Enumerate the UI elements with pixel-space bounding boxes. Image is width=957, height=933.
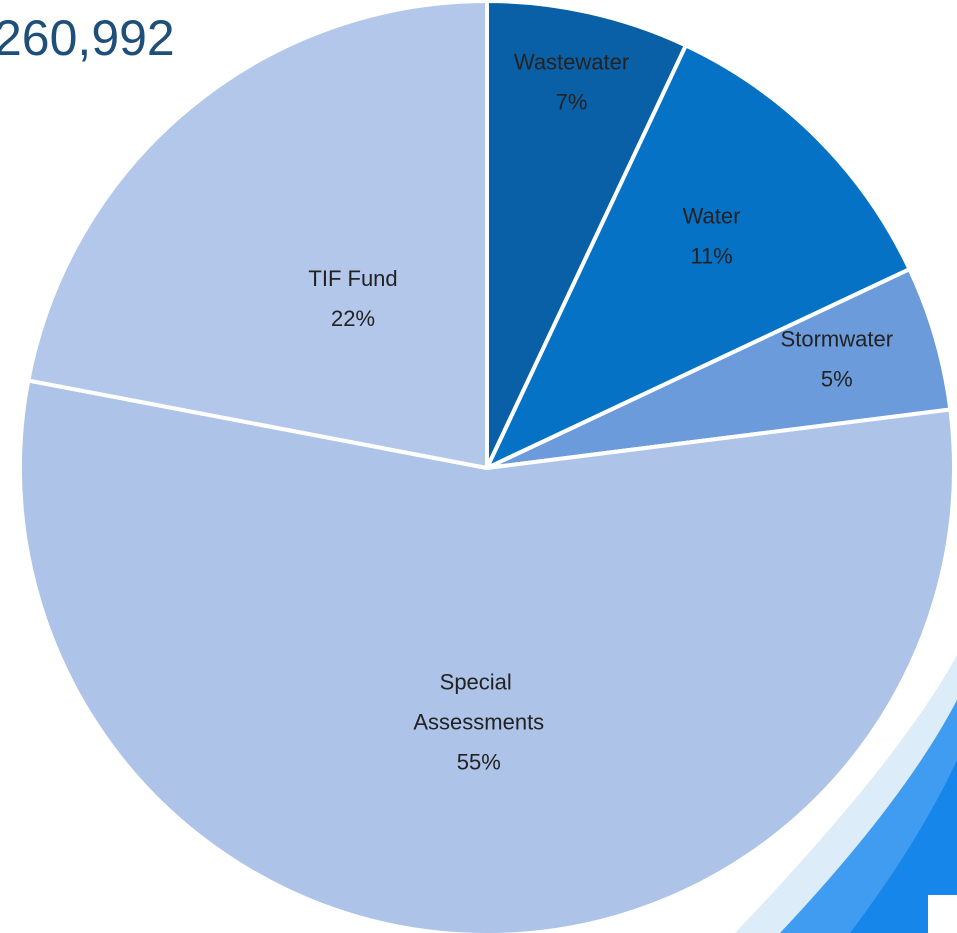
slice-value-label: 7% <box>556 90 588 115</box>
slice-label: Wastewater <box>514 50 629 75</box>
slice-value-label: 11% <box>690 243 732 268</box>
slice-label: TIF Fund <box>308 266 397 291</box>
slice-label: Water <box>683 203 741 228</box>
page: 260,992 Wastewater 7% Water 11% Stormwater 5%… <box>0 0 957 933</box>
chart-title: 260,992 <box>0 10 175 66</box>
slice-label: Stormwater <box>781 326 893 351</box>
chart: 260,992 Wastewater 7% Water 11% Stormwater 5%… <box>0 0 957 933</box>
slice-value-label: 5% <box>821 366 853 391</box>
slice-value-label: 55% <box>457 749 501 774</box>
pie <box>20 1 954 933</box>
slice-value-label: 22% <box>331 306 375 331</box>
